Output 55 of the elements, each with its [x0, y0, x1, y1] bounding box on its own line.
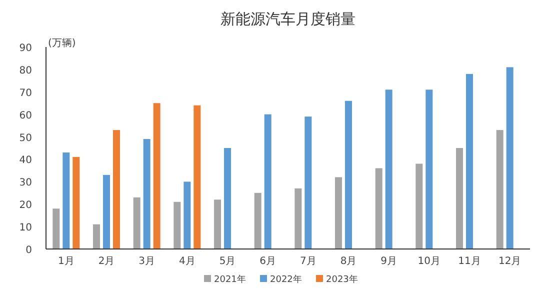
y-tick-label: 70	[19, 88, 32, 99]
y-tick-label: 20	[19, 200, 32, 212]
x-tick-label: 1月	[58, 256, 74, 267]
y-tick-label: 80	[19, 65, 32, 76]
bar	[224, 148, 231, 249]
bar	[496, 130, 504, 249]
y-tick-label: 10	[19, 222, 32, 234]
bar	[113, 130, 120, 249]
bar	[72, 156, 80, 249]
bar	[52, 208, 60, 249]
y-tick-label: 90	[19, 43, 32, 54]
bar	[506, 67, 514, 249]
y-tick-label: 40	[19, 155, 32, 166]
bar	[375, 168, 382, 249]
bar	[214, 200, 221, 249]
x-tick-label: 6月	[260, 256, 276, 267]
chart-title: 新能源汽车月度销量	[220, 10, 356, 28]
bar	[153, 103, 160, 249]
bar	[133, 197, 140, 249]
bar	[335, 177, 342, 249]
y-tick-label: 60	[19, 110, 32, 122]
bar	[294, 188, 302, 249]
bar	[103, 174, 110, 249]
x-tick-label: 8月	[340, 256, 357, 267]
bar	[62, 152, 70, 249]
x-tick-label: 4月	[178, 256, 196, 267]
bar	[194, 105, 201, 249]
legend-label: 2022年	[270, 274, 302, 285]
x-tick-label: 3月	[138, 256, 156, 267]
x-tick-label: 9月	[380, 256, 398, 267]
y-tick-label: 30	[19, 178, 32, 189]
y-tick-label: 50	[19, 132, 32, 144]
bar	[93, 224, 100, 249]
y-tick-label: 0	[26, 245, 32, 256]
bar	[264, 114, 272, 249]
legend-label: 2023年	[326, 274, 358, 285]
bar	[416, 164, 423, 249]
bar	[385, 90, 392, 249]
legend-label: 2021年	[214, 274, 246, 285]
bar	[426, 90, 433, 249]
bar	[466, 74, 473, 249]
x-tick-label: 11月	[458, 256, 481, 267]
x-tick-label: 12月	[498, 256, 522, 267]
y-axis-title: (万辆)	[48, 37, 76, 49]
x-tick-label: 10月	[418, 256, 441, 267]
bar	[254, 192, 262, 249]
bar	[345, 100, 352, 249]
x-tick-label: 5月	[219, 256, 236, 267]
bar	[143, 139, 150, 249]
bar	[184, 182, 191, 249]
bar	[456, 148, 463, 249]
bar	[174, 202, 181, 249]
x-tick-label: 7月	[300, 256, 316, 267]
bar	[304, 116, 312, 249]
x-tick-label: 2月	[98, 256, 115, 267]
